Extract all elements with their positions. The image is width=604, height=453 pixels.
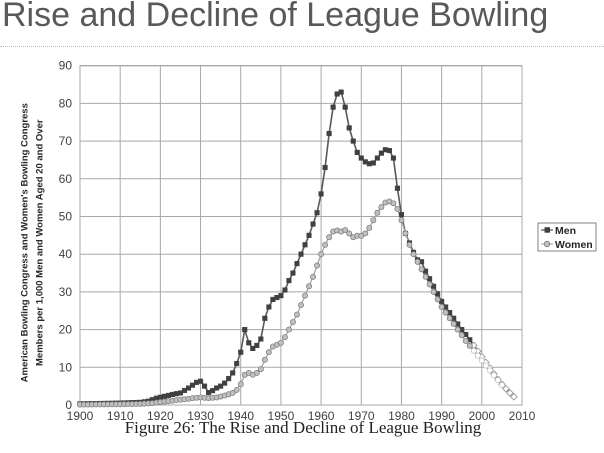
- svg-text:60: 60: [59, 172, 73, 186]
- svg-text:70: 70: [59, 134, 73, 148]
- svg-text:Men: Men: [555, 225, 576, 237]
- svg-text:50: 50: [59, 210, 73, 224]
- svg-text:80: 80: [59, 96, 73, 110]
- svg-text:20: 20: [59, 323, 73, 337]
- svg-text:30: 30: [59, 285, 73, 299]
- svg-text:10: 10: [59, 360, 73, 374]
- svg-text:90: 90: [59, 59, 73, 73]
- svg-text:40: 40: [59, 247, 73, 261]
- svg-text:Women: Women: [555, 239, 593, 251]
